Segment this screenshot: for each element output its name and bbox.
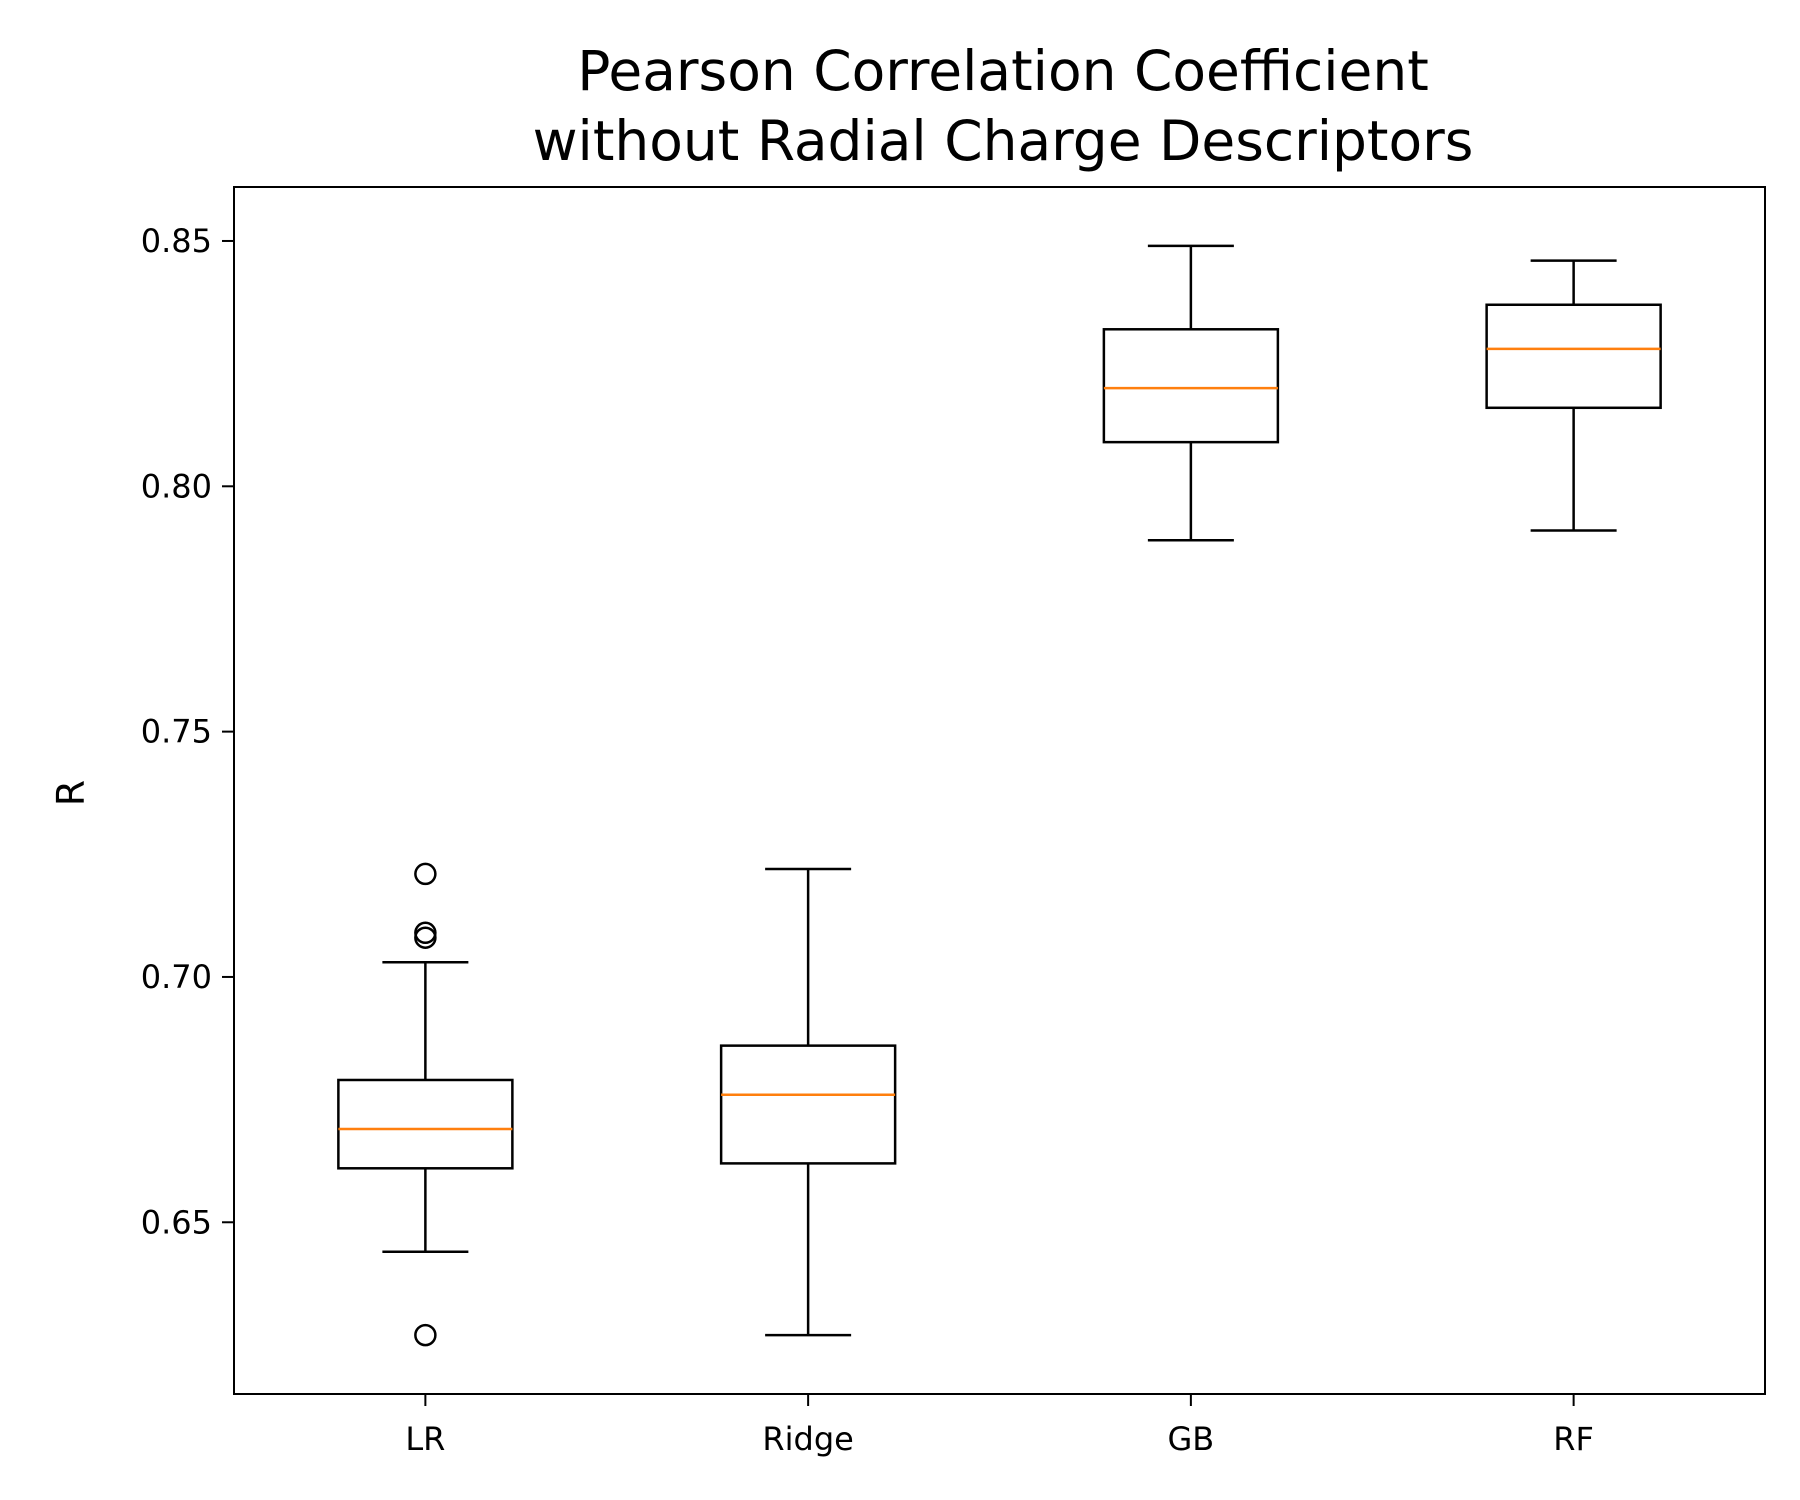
outlier-point bbox=[414, 921, 437, 945]
x-tick-label: LR bbox=[405, 1420, 445, 1458]
box bbox=[1102, 328, 1280, 444]
y-tick-label: 0.80 bbox=[141, 467, 212, 505]
y-axis-label: R bbox=[49, 780, 93, 806]
x-tick-label: Ridge bbox=[762, 1420, 853, 1458]
plot-frame bbox=[233, 186, 1766, 1395]
outlier-point bbox=[414, 862, 437, 886]
outlier-point bbox=[414, 1323, 437, 1347]
box bbox=[337, 1078, 514, 1170]
x-tick-label: GB bbox=[1168, 1420, 1215, 1458]
box bbox=[719, 1044, 897, 1165]
box bbox=[1485, 303, 1662, 410]
outlier-point bbox=[414, 926, 437, 949]
chart-title-line-2: without Radial Charge Descriptors bbox=[533, 109, 1474, 173]
y-tick-label: 0.65 bbox=[141, 1203, 212, 1241]
chart-title-line-1: Pearson Correlation Coefficient bbox=[577, 39, 1429, 103]
y-tick-label: 0.75 bbox=[141, 713, 212, 751]
x-tick-label: RF bbox=[1553, 1420, 1594, 1458]
plot-area: 0.65 0.70 0.75 0.80 0.85 LR Ridge GB RF bbox=[141, 186, 1766, 1458]
y-tick-label: 0.85 bbox=[141, 222, 212, 260]
y-tick-label: 0.70 bbox=[141, 958, 212, 996]
